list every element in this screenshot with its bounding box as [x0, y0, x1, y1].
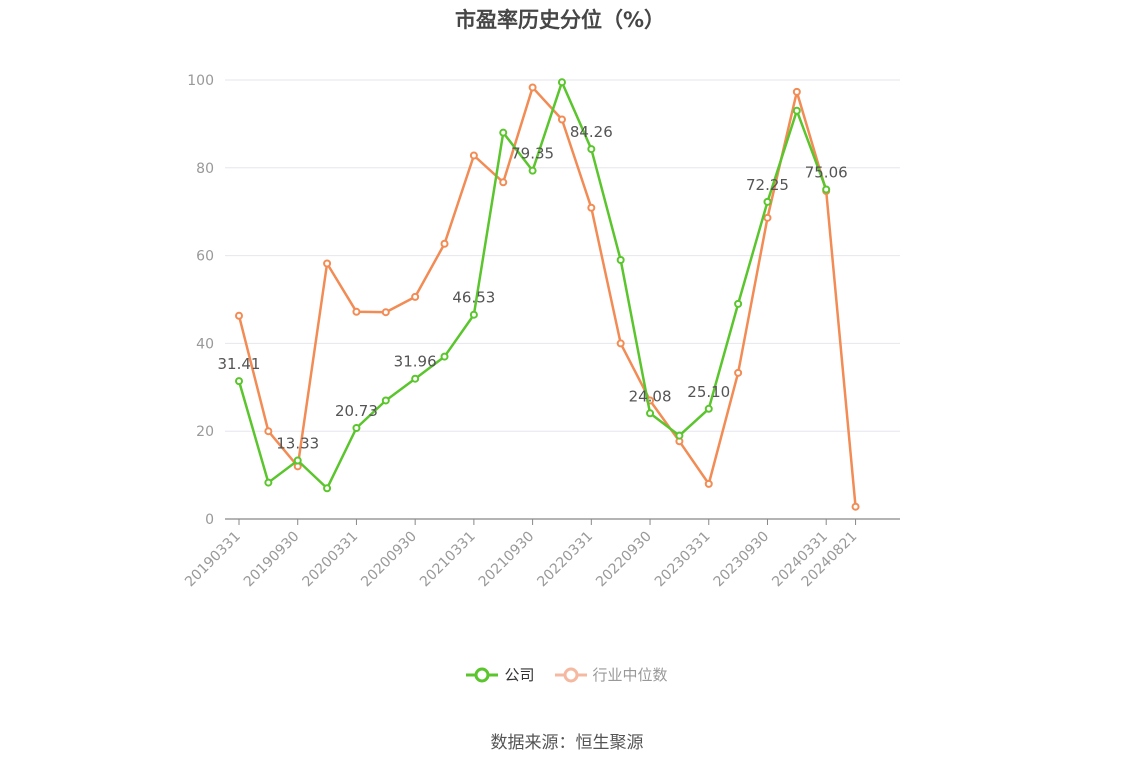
data-point [822, 185, 831, 194]
y-tick-label: 100 [187, 73, 214, 89]
legend-label-company: 公司 [504, 666, 535, 684]
data-label: 24.08 [629, 387, 672, 405]
data-point [411, 292, 420, 301]
data-point [411, 374, 420, 383]
data-label: 13.33 [276, 434, 319, 452]
data-label: 84.26 [570, 123, 613, 141]
data-point [734, 299, 743, 308]
data-point [323, 259, 332, 268]
legend-item-industry-median[interactable]: 行业中位数 [554, 664, 668, 685]
data-point [264, 427, 273, 436]
y-tick-label: 20 [196, 424, 214, 440]
data-point [528, 166, 537, 175]
chart-title: 市盈率历史分位（%） [454, 8, 666, 32]
data-point [381, 396, 390, 405]
data-label: 75.06 [805, 163, 848, 181]
x-tick-label: 20190331 [182, 529, 244, 591]
legend: 公司 行业中位数 [0, 664, 1134, 685]
data-point [352, 307, 361, 316]
data-point [293, 456, 302, 465]
x-tick-label: 20200930 [358, 529, 420, 591]
data-label: 72.25 [746, 176, 789, 194]
data-point [646, 409, 655, 418]
y-tick-label: 40 [196, 336, 214, 352]
y-tick-label: 60 [196, 249, 214, 265]
data-point [352, 423, 361, 432]
data-label: 25.10 [687, 383, 730, 401]
data-point [851, 502, 860, 511]
data-point [557, 78, 566, 87]
grid-lines [225, 79, 900, 432]
data-labels: 31.41 13.33 20.73 31.96 46.53 79.35 84.26 24.08… [218, 123, 848, 452]
legend-item-company[interactable]: 公司 [466, 664, 535, 685]
data-point [469, 151, 478, 160]
x-tick-label: 20190930 [241, 529, 303, 591]
series-lines [235, 78, 860, 511]
x-tick-label: 20210930 [476, 529, 538, 591]
data-point [763, 213, 772, 222]
data-source: 数据来源：恒生聚源 [490, 733, 644, 753]
data-point [440, 239, 449, 248]
data-point [587, 203, 596, 212]
x-tick-label: 20200331 [300, 529, 362, 591]
data-point [557, 115, 566, 124]
x-tick-label: 20210331 [417, 529, 479, 591]
legend-line-circle-icon [466, 667, 499, 682]
data-label: 31.41 [218, 355, 261, 373]
y-tick-label: 80 [196, 161, 214, 177]
data-point [235, 377, 243, 386]
data-point [734, 368, 743, 377]
data-point [235, 311, 243, 320]
data-point [440, 352, 449, 361]
legend-line-circle-icon [554, 667, 587, 682]
data-point [381, 308, 390, 317]
x-tick-label: 20230331 [652, 529, 714, 591]
data-point [616, 339, 625, 348]
data-point [469, 310, 478, 319]
data-point [763, 197, 772, 206]
data-point [675, 431, 684, 440]
data-point [587, 145, 596, 154]
data-point [704, 479, 713, 488]
x-tick-label: 20230930 [711, 529, 773, 591]
data-label: 46.53 [452, 289, 495, 307]
data-point [499, 178, 508, 187]
data-point [792, 87, 801, 96]
line-chart: 0 20 40 60 80 100 2019033120190930202003312020… [182, 73, 900, 591]
data-point [792, 106, 801, 115]
data-label: 31.96 [394, 353, 437, 371]
series-line [237, 86, 857, 507]
x-tick-label: 20220930 [593, 529, 655, 591]
data-point [528, 83, 537, 92]
legend-label-industry-median: 行业中位数 [592, 666, 668, 684]
y-tick-label: 0 [205, 512, 214, 528]
data-point [264, 478, 273, 487]
x-tick-label: 20220331 [534, 529, 596, 591]
data-point [616, 255, 625, 264]
data-label: 79.35 [511, 145, 554, 163]
data-point [499, 128, 508, 137]
data-label: 20.73 [335, 402, 378, 420]
series-line [237, 80, 828, 490]
data-point [323, 484, 332, 493]
data-point [704, 404, 713, 413]
